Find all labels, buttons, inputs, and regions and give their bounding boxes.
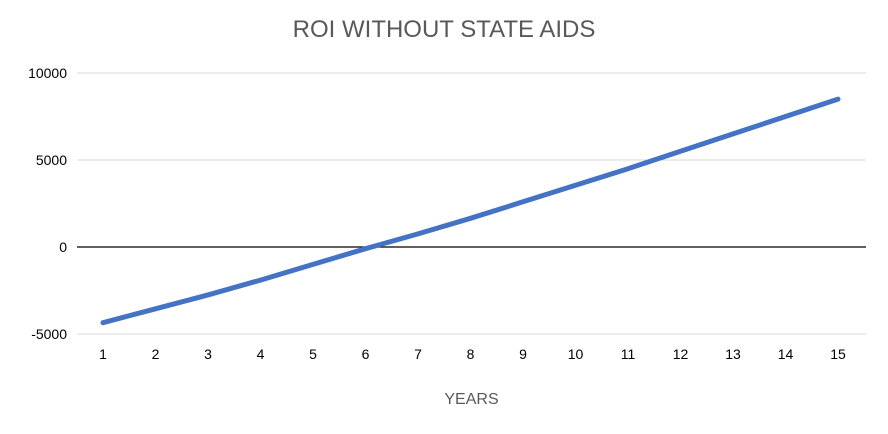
x-tick-label: 15	[830, 346, 846, 362]
x-tick-label: 12	[673, 346, 689, 362]
x-tick-label: 11	[621, 346, 636, 362]
x-tick-label: 6	[362, 346, 370, 362]
y-tick-label: 5000	[36, 152, 67, 168]
x-tick-label: 2	[152, 346, 160, 362]
x-tick-label: 13	[725, 346, 741, 362]
chart-title: ROI WITHOUT STATE AIDS	[292, 16, 596, 43]
x-tick-label: 7	[414, 346, 422, 362]
y-tick-label: 10000	[28, 65, 67, 81]
x-tick-label: 9	[519, 346, 527, 362]
x-tick-label: 5	[309, 346, 317, 362]
x-tick-label: 1	[99, 346, 107, 362]
x-tick-label: 10	[568, 346, 584, 362]
x-tick-label: 3	[204, 346, 212, 362]
series-line	[100, 96, 841, 326]
x-axis-label: YEARS	[444, 391, 499, 408]
x-tick-label: 14	[778, 346, 794, 362]
x-tick-label: 4	[257, 346, 265, 362]
x-tick-label: 8	[467, 346, 475, 362]
y-tick-label: -5000	[31, 326, 67, 342]
y-tick-label: 0	[59, 239, 67, 255]
